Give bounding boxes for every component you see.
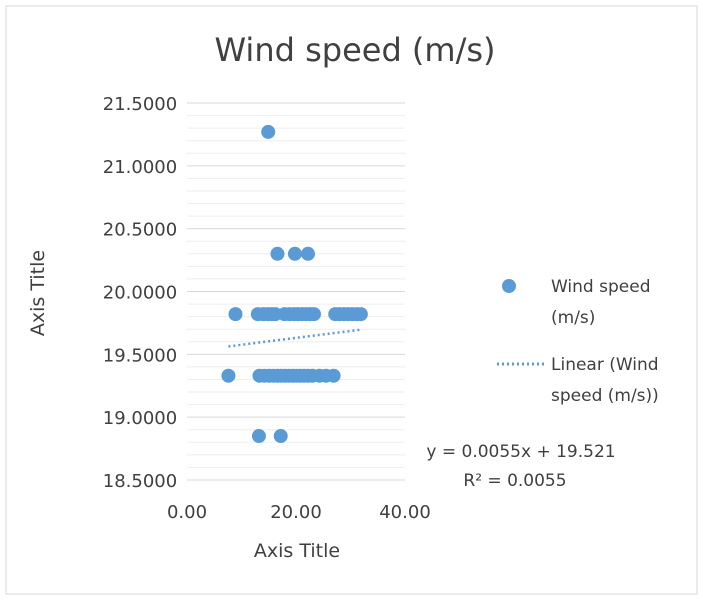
chart-border [5, 5, 698, 595]
data-point [261, 124, 276, 139]
data-point [306, 307, 321, 322]
y-tick-label: 20.5000 [103, 220, 177, 241]
data-point [353, 307, 368, 322]
x-tick-label: 0.00 [167, 502, 207, 523]
legend: Wind speed (m/s) Linear (Wind speed (m/s… [497, 277, 659, 406]
x-tick-label: 40.00 [379, 502, 431, 523]
legend-label-wind-speed-line2: (m/s) [551, 308, 595, 328]
legend-marker-wind-speed [502, 279, 516, 293]
legend-label-linear-line2: speed (m/s)) [551, 386, 659, 406]
trendline-equation: y = 0.0055x + 19.521 [426, 442, 615, 462]
data-points [221, 124, 368, 444]
y-axis-ticks: 21.5000 21.0000 20.5000 20.0000 19.5000 19.00… [103, 94, 177, 492]
chart-title: Wind speed (m/s) [214, 31, 495, 69]
trendline-layer [228, 328, 362, 348]
legend-label-linear-line1: Linear (Wind [551, 355, 659, 375]
y-tick-label: 18.5000 [103, 471, 177, 492]
y-tick-label: 19.5000 [103, 345, 177, 366]
x-tick-label: 20.00 [270, 502, 322, 523]
x-axis-ticks: 0.00 20.00 40.00 [167, 502, 431, 523]
data-point [326, 368, 341, 383]
data-point [300, 246, 315, 261]
data-point [228, 307, 243, 322]
y-tick-label: 20.0000 [103, 283, 177, 304]
y-tick-label: 19.0000 [103, 408, 177, 429]
y-tick-label: 21.0000 [103, 157, 177, 178]
data-point [221, 368, 236, 383]
data-point [251, 429, 266, 444]
data-point [287, 246, 302, 261]
y-tick-label: 21.5000 [103, 94, 177, 115]
y-axis-title: Axis Title [27, 250, 49, 336]
trendline [228, 328, 362, 348]
trendline-r-squared: R² = 0.0055 [463, 471, 566, 491]
legend-label-wind-speed-line1: Wind speed [551, 277, 651, 297]
data-point [273, 429, 288, 444]
x-axis-title: Axis Title [254, 540, 340, 562]
data-point [270, 246, 285, 261]
